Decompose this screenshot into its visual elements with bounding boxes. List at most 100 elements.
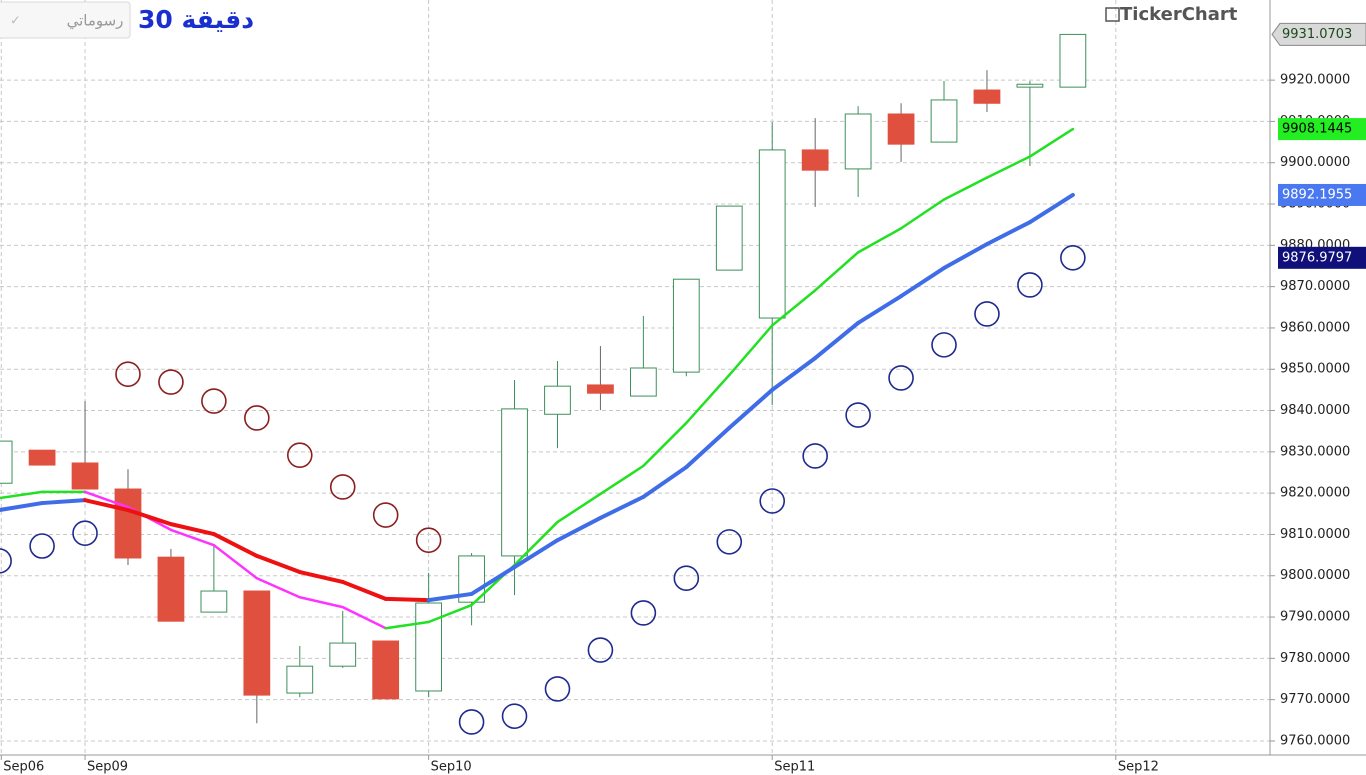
indicator-line-segment [727,387,775,430]
candle-body [973,89,1001,104]
drawings-button[interactable] [0,1,131,39]
y-tick-label: 9900.0000 [1280,155,1350,170]
indicator-line-segment [512,538,560,570]
candle-body [672,278,700,373]
indicator-line-segment [427,603,473,624]
candle-body [1016,83,1044,88]
sar-point [501,703,528,729]
candle-body [587,384,614,394]
indicator-line-segment [211,532,259,558]
sar-point [931,332,957,358]
indicator-line-segment [341,605,387,630]
candle-body [0,440,13,484]
sar-point [759,488,786,514]
indicator-line-segment [684,425,732,470]
candle-body [415,602,443,692]
y-tick-label: 9800.0000 [1280,568,1350,583]
indicator-line-segment [297,570,345,584]
price-tag [1271,22,1366,46]
y-tick-label: 9920.0000 [1280,73,1350,88]
sar-point [974,301,1000,327]
y-tick-label: 9870.0000 [1280,279,1350,294]
x-tick-label: Sep06 [3,760,44,775]
indicator-line-segment [728,324,774,377]
price-tag-label: 9908.1445 [1282,122,1352,137]
candle-body [1059,33,1087,88]
sar-point [587,637,614,663]
x-tick-label: Sep09 [87,760,128,775]
candle-body [801,149,829,171]
brand: TickerChart [1120,4,1238,25]
indicator-line-segment [1027,192,1075,225]
sar-point [716,529,743,555]
sar-point [415,527,442,554]
indicator-line-segment [169,528,216,547]
indicator-line-segment [384,620,430,630]
drawings-button-label[interactable]: رسوماتي [67,12,124,31]
candle-body [157,556,185,622]
sar-point [158,369,184,395]
indicator-line-segment [599,464,645,496]
y-tick-label: 9780.0000 [1280,651,1350,666]
sar-point [201,388,227,414]
sar-point [29,533,55,559]
price-tag-label: 9892.1955 [1282,187,1352,202]
price-tag [1278,183,1366,206]
candle-body [28,449,56,466]
indicator-line-segment [212,543,259,580]
candle-body [71,462,99,490]
price-tag [1278,118,1366,141]
candle-body [758,149,786,319]
indicator-line-segment [0,490,44,500]
candle-body [114,488,142,559]
axis-layer: 9760.0000 9770.0000 9780.0000 9790.0000 9800… [0,22,1366,775]
sar-point [673,565,700,592]
y-tick-label: 9830.0000 [1280,444,1350,459]
sar-point [630,600,657,626]
sar-point [802,443,828,469]
indicator-line-segment [40,498,88,506]
candle-body [930,99,958,143]
candle-body [243,590,271,696]
y-tick-label: 9790.0000 [1280,610,1350,625]
indicator-line-segment [83,490,130,509]
sar-point [845,402,871,428]
indicator-line-segment [641,465,689,499]
indicator-line-segment [340,579,388,601]
sar-point [1017,272,1043,298]
y-tick-label: 9840.0000 [1280,403,1350,418]
y-tick-label: 9850.0000 [1280,362,1350,377]
indicator-line-segment [598,494,646,520]
sar-point [244,405,270,431]
indicator-line-segment [942,242,989,271]
indicator-line-segment [556,492,602,524]
indicator-line-segment [83,498,130,513]
price-tag-label: 9931.0703 [1282,27,1352,42]
indicator-line-segment [813,320,861,361]
indicator-line-segment [383,596,431,603]
candle-body [887,113,915,145]
y-tick-label: 9860.0000 [1280,320,1350,335]
sar-point [458,709,485,735]
indicator-line-segment [642,421,688,468]
candle-body [501,408,528,557]
sar-point [888,365,914,391]
candle-body [715,205,743,271]
sar-point [329,474,356,500]
brand-icon [1105,7,1120,22]
indicator-line-segment [1028,127,1075,158]
mark-layer [0,33,1087,735]
indicator-line-segment [899,198,946,230]
candle-body [629,367,657,397]
indicator-line-segment [942,176,989,201]
indicator-line-segment [856,294,904,325]
y-tick-label: 9810.0000 [1280,527,1350,542]
indicator-line-segment [985,155,1032,179]
x-tick-label: Sep11 [774,760,815,775]
indicator-line-segment [168,522,216,537]
sar-point [0,548,12,574]
sar-point [544,676,571,702]
indicator-line-segment [513,520,559,567]
